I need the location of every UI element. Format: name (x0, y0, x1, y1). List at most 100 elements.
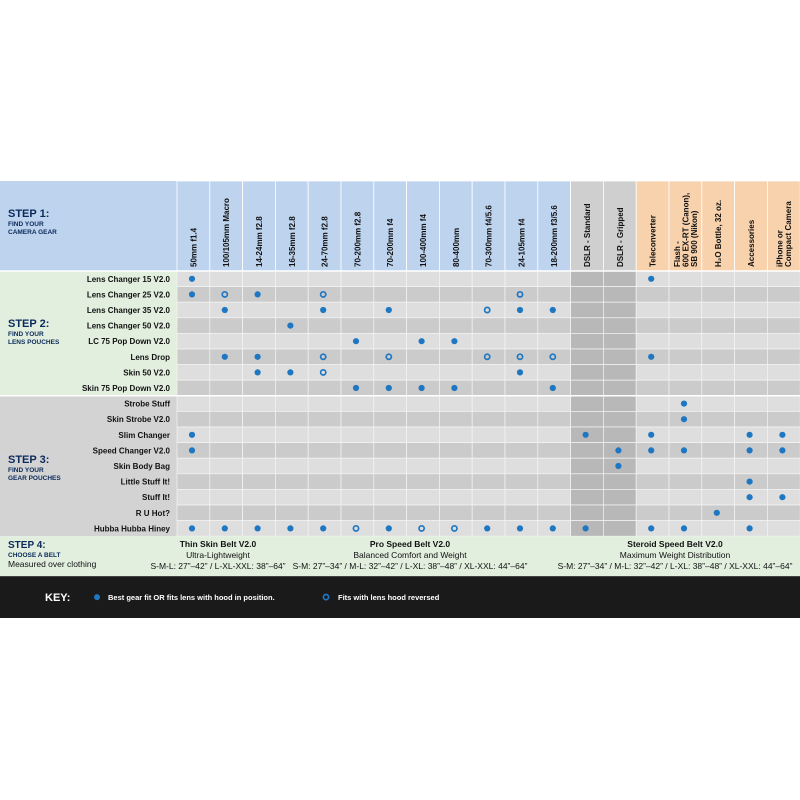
grid-cell (373, 489, 407, 506)
grid-cell (701, 301, 735, 319)
grid-cell (767, 520, 800, 537)
grid-cell (307, 457, 342, 475)
grid-cell (307, 442, 342, 459)
column-header-cell (176, 181, 211, 272)
fit-dot (549, 525, 556, 532)
grid-cell (635, 317, 670, 334)
grid-cell (734, 395, 768, 412)
grid-cell (504, 379, 539, 397)
reversed-hood-ring (483, 306, 491, 314)
grid-cell (537, 442, 571, 459)
grid-cell (439, 270, 473, 287)
grid-cell (275, 333, 309, 350)
column-header-cell (570, 181, 604, 272)
grid-cell (307, 395, 342, 412)
fit-dot (680, 416, 688, 423)
grid-cell (570, 301, 604, 319)
reversed-hood-ring (450, 524, 458, 532)
grid-cell (668, 286, 703, 303)
grid-cell (471, 301, 506, 319)
grid-cell (570, 317, 604, 334)
reversed-hood-ring (418, 524, 426, 532)
grid-cell (439, 520, 473, 537)
grid-cell (439, 301, 473, 319)
grid-cell (340, 286, 375, 303)
fit-dot (680, 400, 688, 407)
row-label: Lens Changer 25 V2.0 (87, 290, 171, 299)
grid-cell (471, 364, 506, 381)
column-label: iPhone or (776, 230, 785, 267)
grid-cell (176, 411, 211, 428)
column-label: 100-400mm f4 (419, 214, 428, 267)
fit-dot (779, 431, 786, 438)
grid-cell (504, 489, 539, 506)
grid-cell (275, 473, 309, 490)
reversed-hood-ring (483, 353, 491, 361)
fit-dot (648, 431, 655, 438)
grid-cell (275, 286, 309, 303)
grid-cell (340, 489, 375, 506)
column-header-cell (767, 181, 800, 272)
belt-name: Thin Skin Belt V2.0 (180, 539, 257, 549)
grid-cell (439, 457, 473, 475)
grid-cell (767, 379, 800, 397)
grid-cell (373, 286, 407, 303)
grid-cell (504, 395, 539, 412)
grid-cell (570, 348, 604, 365)
grid-cell (406, 520, 440, 537)
column-label: Compact Camera (784, 201, 793, 267)
grid-cell (734, 457, 768, 475)
fit-dot (648, 275, 655, 282)
column-header-cell (340, 181, 375, 272)
grid-cell (373, 317, 407, 334)
grid-cell (406, 301, 440, 319)
grid-cell (570, 457, 604, 475)
grid-cell (701, 473, 735, 490)
key-bar (0, 576, 800, 618)
grid-cell (635, 286, 670, 303)
grid-cell (537, 270, 571, 287)
column-header-cell (274, 181, 309, 272)
fit-dot (352, 384, 360, 392)
grid-cell (471, 379, 506, 397)
grid-cell (668, 270, 703, 287)
grid-cell (176, 504, 211, 521)
grid-cell (537, 286, 571, 303)
grid-cell (701, 457, 735, 475)
reversed-hood-ring (385, 353, 393, 361)
row-label: Lens Changer 35 V2.0 (87, 306, 171, 315)
grid-cell (275, 348, 309, 365)
fit-dot (516, 369, 524, 376)
grid-cell (176, 395, 211, 412)
grid-cell (275, 504, 309, 521)
grid-cell (734, 317, 768, 334)
grid-cell (406, 489, 440, 506)
row-label: Skin Strobe V2.0 (107, 415, 171, 424)
row-label: Skin 50 V2.0 (123, 368, 170, 377)
fit-dot (221, 306, 228, 314)
grid-cell (209, 317, 243, 334)
grid-cell (439, 426, 473, 443)
row-label: Stuff It! (142, 493, 170, 502)
grid-cell (471, 348, 506, 365)
grid-cell (340, 364, 375, 381)
step1-line1: FIND YOUR (8, 221, 44, 228)
grid-cell (701, 426, 735, 443)
step4-line1: CHOOSE A BELT (8, 552, 61, 559)
grid-cell (668, 473, 703, 490)
fit-dot (385, 525, 392, 532)
reversed-hood-ring (549, 353, 557, 361)
row-label: Lens Changer 15 V2.0 (87, 275, 171, 284)
fit-dot (746, 525, 753, 532)
fit-dot (221, 353, 228, 360)
column-label: DSLR - Standard (583, 203, 592, 267)
grid-cell (471, 395, 506, 412)
grid-cell (439, 489, 473, 506)
fit-dot (680, 525, 688, 532)
row-label: Skin 75 Pop Down V2.0 (82, 384, 171, 393)
grid-cell (406, 504, 440, 521)
key-ring-text: Fits with lens hood reversed (338, 593, 440, 602)
column-label: 80-400mm (452, 228, 461, 267)
fit-dot (287, 322, 294, 329)
grid-cell (603, 270, 637, 287)
